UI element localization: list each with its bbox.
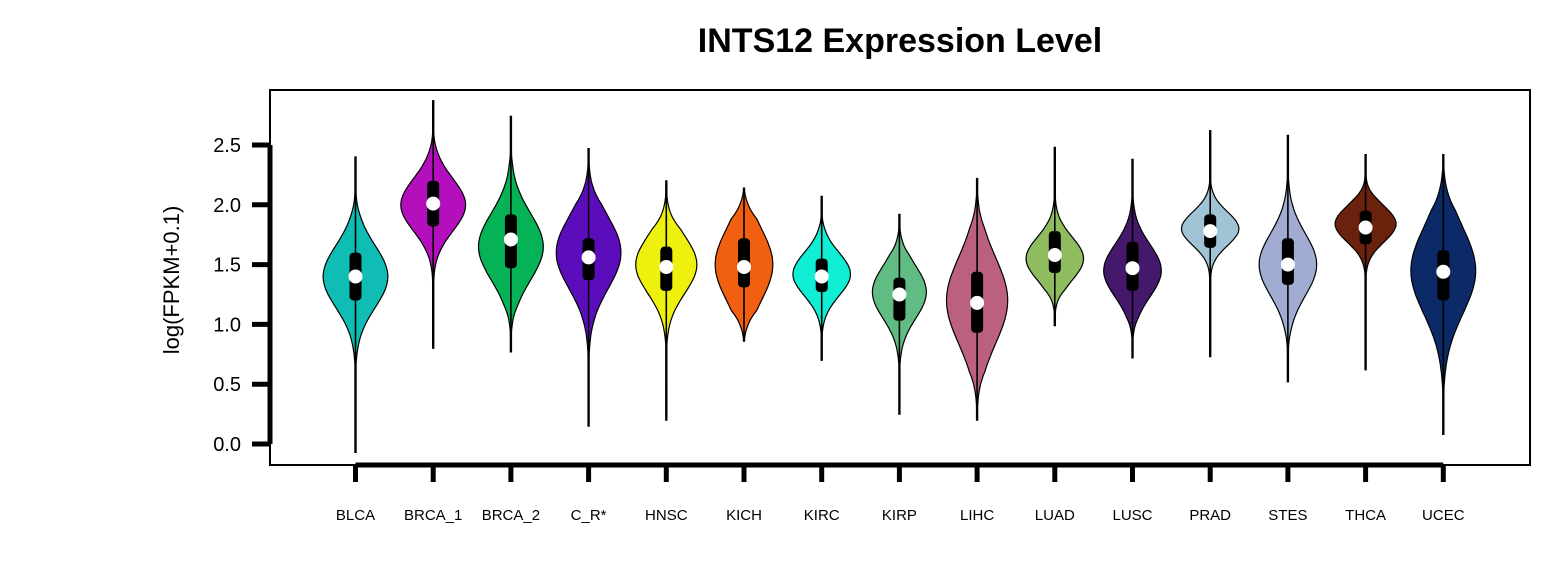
y-tick-label: 0.5 <box>213 374 241 396</box>
x-axis: BLCA BRCA_1 BRCA_2 C_R* HNSC KICH KIRC KIRP LIHC… <box>336 462 1465 524</box>
violin-median-dot <box>1436 264 1451 279</box>
violin-median-dot <box>1358 220 1373 235</box>
x-tick-label: UCEC <box>1422 507 1465 524</box>
violin-median-dot <box>970 295 985 310</box>
x-tick-label: LUSC <box>1112 507 1152 524</box>
x-tick-label: PRAD <box>1189 507 1231 524</box>
y-tick-label: 1.0 <box>213 314 241 336</box>
y-tick-label: 0.0 <box>213 434 241 456</box>
violin-median-dot <box>1047 248 1062 263</box>
x-tick-label: BRCA_1 <box>404 507 462 524</box>
violin-median-dot <box>814 269 829 284</box>
violin-median-dot <box>503 232 518 247</box>
violins <box>322 100 1477 453</box>
x-tick-label: BRCA_2 <box>482 507 540 524</box>
x-tick-label: THCA <box>1345 507 1386 524</box>
violin-median-dot <box>581 250 596 265</box>
x-tick-label: C_R* <box>571 507 607 524</box>
x-tick-label: BLCA <box>336 507 375 524</box>
chart-title: INTS12 Expression Level <box>697 22 1103 60</box>
violin-median-dot <box>1125 261 1140 276</box>
violin-median-dot <box>659 259 674 274</box>
y-tick-label: 1.5 <box>213 255 241 277</box>
x-tick-label: LIHC <box>960 507 994 524</box>
violin-median-dot <box>1203 224 1218 239</box>
violin-median-dot <box>1280 257 1295 272</box>
violin-median-dot <box>348 269 363 284</box>
x-tick-label: STES <box>1268 507 1307 524</box>
violin-median-dot <box>737 259 751 274</box>
violin-median-dot <box>426 196 441 211</box>
violin-median-dot <box>892 287 907 302</box>
x-tick-label: KICH <box>726 507 762 524</box>
x-tick-label: KIRC <box>804 507 840 524</box>
x-tick-label: HNSC <box>645 507 688 524</box>
y-tick-label: 2.5 <box>213 135 241 157</box>
y-tick-label: 2.0 <box>213 195 241 217</box>
x-tick-label: LUAD <box>1035 507 1075 524</box>
x-tick-label: KIRP <box>882 507 917 524</box>
y-axis: 0.0 0.5 1.0 1.5 2.0 2.5 <box>213 135 273 456</box>
